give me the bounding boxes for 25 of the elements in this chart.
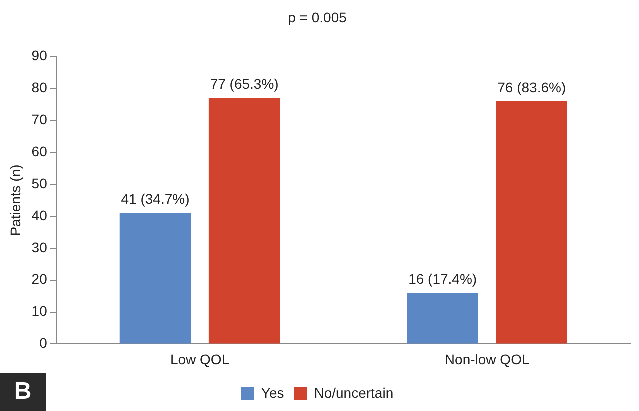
data-label: 16 (17.4%) [408, 270, 478, 287]
bar [407, 293, 478, 344]
data-label: 77 (65.3%) [210, 76, 279, 92]
bar [496, 102, 568, 344]
x-tick-label: Non-low QOL [444, 351, 530, 368]
y-tick-label: 60 [32, 143, 48, 160]
y-tick-label: 70 [32, 112, 48, 128]
x-tick-label: Low QOL [170, 351, 230, 368]
bar [120, 213, 192, 344]
y-tick-label: 50 [32, 175, 48, 192]
data-label: 76 (83.6%) [498, 79, 566, 96]
y-tick-label: 20 [32, 271, 48, 288]
legend-label: Yes [261, 384, 284, 401]
text: B [0, 373, 46, 411]
y-axis-title: Patients (n) [7, 164, 24, 236]
y-tick-label: 40 [32, 207, 48, 224]
y-tick-label: 80 [32, 80, 48, 96]
y-tick-label: 0 [40, 335, 48, 352]
y-tick-label: 10 [32, 303, 48, 320]
y-tick-label: 30 [32, 239, 48, 256]
chart-title: p = 0.005 [288, 9, 348, 26]
legend-label: No/uncertain [314, 384, 394, 401]
y-tick-label: 90 [32, 48, 48, 64]
data-label: 41 (34.7%) [121, 191, 190, 208]
bar [208, 98, 280, 344]
